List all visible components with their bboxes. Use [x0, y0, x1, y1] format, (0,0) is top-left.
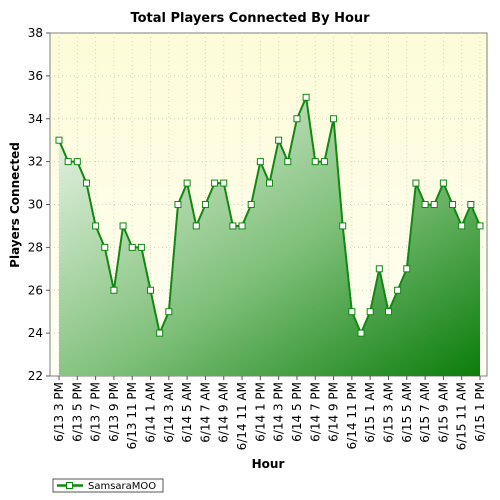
y-tick-label: 34 [28, 112, 43, 126]
y-tick-label: 30 [28, 198, 43, 212]
data-point [311, 158, 319, 166]
chart-title: Total Players Connected By Hour [130, 11, 370, 26]
x-tick-label: 6/15 5 AM [400, 382, 414, 443]
data-point [302, 93, 310, 101]
data-point [330, 115, 338, 123]
data-point [229, 222, 237, 230]
x-tick-label: 6/13 5 PM [70, 382, 84, 442]
data-point [64, 158, 72, 166]
x-tick-label: 6/14 3 PM [272, 382, 286, 442]
x-tick-label: 6/14 1 PM [253, 382, 267, 442]
data-point [247, 201, 255, 208]
x-tick-label: 6/14 9 PM [327, 382, 341, 442]
series-area-fill [59, 97, 480, 376]
x-tick-label: 6/15 1 PM [473, 382, 487, 442]
x-tick-label: 6/15 11 AM [455, 382, 469, 450]
data-points [55, 93, 484, 337]
x-tick-label: 6/15 3 AM [381, 382, 395, 443]
x-tick-label: 6/14 5 PM [290, 382, 304, 442]
data-point [82, 179, 90, 187]
x-tick-label: 6/15 7 AM [418, 382, 432, 443]
data-point [73, 158, 81, 166]
data-point [137, 243, 145, 251]
data-point [275, 136, 283, 144]
data-point [458, 222, 466, 230]
legend-swatch-marker [66, 482, 73, 489]
x-axis: 6/13 3 PM 6/13 5 PM 6/13 7 PM 6/13 9 PM 6/13… [52, 376, 487, 450]
x-tick-label: 6/14 7 AM [198, 382, 212, 443]
data-point [238, 222, 246, 230]
data-point [165, 308, 173, 316]
data-point [384, 308, 392, 316]
data-point [320, 158, 328, 166]
data-point [119, 222, 127, 230]
y-tick-label: 24 [28, 326, 43, 340]
y-tick-label: 38 [28, 26, 43, 40]
data-point [284, 158, 292, 166]
data-point [211, 179, 219, 187]
data-point [339, 222, 347, 230]
legend-box [52, 478, 164, 493]
data-point [348, 308, 356, 316]
x-tick-label: 6/13 11 PM [125, 382, 139, 449]
x-tick-label: 6/13 3 PM [52, 382, 66, 442]
series-area [59, 97, 480, 376]
data-point [174, 201, 182, 208]
x-tick-label: 6/15 9 AM [436, 382, 450, 443]
data-point [201, 201, 209, 208]
y-tick-label: 36 [28, 69, 43, 83]
data-point [293, 115, 301, 123]
legend: SamsaraMOO [52, 478, 164, 493]
y-tick-label: 26 [28, 283, 43, 297]
x-tick-label: 6/13 7 PM [89, 382, 103, 442]
y-tick-label: 28 [28, 240, 43, 254]
data-point [394, 286, 402, 294]
data-point [439, 179, 447, 187]
data-point [403, 265, 411, 273]
y-axis: 22 24 26 28 30 32 34 36 38 [28, 26, 50, 383]
data-point [412, 179, 420, 187]
x-tick-label: 6/14 9 AM [217, 382, 231, 443]
y-axis-title: Players Connected [8, 142, 22, 268]
x-tick-label: 6/14 7 PM [308, 382, 322, 442]
data-point [147, 286, 155, 294]
data-point [110, 286, 118, 294]
data-point [192, 222, 200, 230]
data-point [421, 201, 429, 208]
data-point [467, 201, 475, 208]
x-tick-label: 6/13 9 PM [107, 382, 121, 442]
x-tick-label: 6/14 5 AM [180, 382, 194, 443]
x-axis-title: Hour [252, 457, 285, 471]
data-point [266, 179, 273, 187]
data-point [156, 329, 164, 337]
x-tick-label: 6/15 1 AM [363, 382, 377, 443]
data-point [92, 222, 100, 230]
x-tick-label: 6/14 3 AM [162, 382, 176, 443]
data-point [220, 179, 228, 187]
data-point [357, 329, 365, 337]
y-tick-label: 22 [28, 369, 43, 383]
data-point [183, 179, 191, 187]
data-point [476, 222, 484, 230]
data-point [449, 201, 457, 208]
data-point [55, 136, 63, 144]
x-tick-label: 6/14 11 PM [345, 382, 359, 449]
data-point [101, 243, 109, 251]
data-point [375, 265, 383, 273]
x-tick-label: 6/14 1 AM [144, 382, 158, 443]
y-tick-label: 32 [28, 155, 43, 169]
legend-series-name: SamsaraMOO [88, 481, 156, 492]
data-point [128, 243, 136, 251]
data-point [256, 158, 264, 166]
data-point [366, 308, 374, 316]
data-point [430, 201, 438, 208]
x-tick-label: 6/14 11 AM [235, 382, 249, 450]
